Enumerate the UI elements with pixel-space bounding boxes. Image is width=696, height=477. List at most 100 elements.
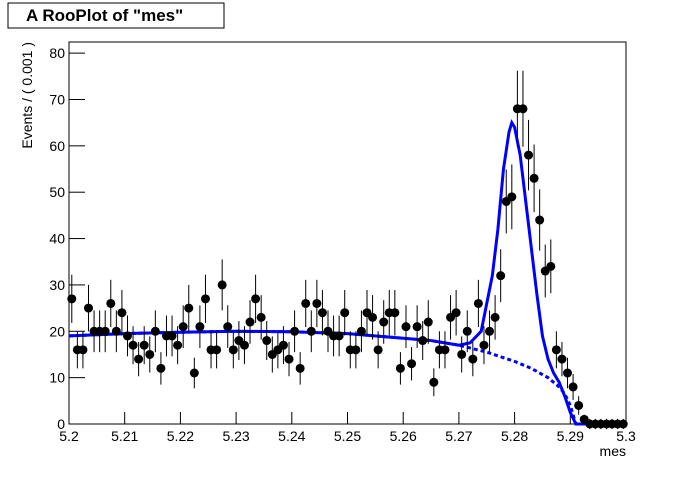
x-tick-label: 5.28	[501, 428, 528, 444]
data-point	[306, 326, 316, 336]
data-point	[239, 340, 249, 350]
data-point	[145, 349, 155, 359]
data-point	[278, 340, 288, 350]
data-point	[128, 340, 138, 350]
x-tick-label: 5.29	[557, 428, 584, 444]
y-tick-label: 20	[49, 323, 65, 339]
data-point	[451, 308, 461, 318]
data-point	[490, 312, 500, 322]
y-tick-label: 0	[57, 416, 65, 432]
data-point	[301, 298, 311, 308]
x-tick-label: 5.21	[111, 428, 138, 444]
data-point	[100, 326, 110, 336]
y-tick-label: 60	[49, 138, 65, 154]
data-point	[139, 340, 149, 350]
data-point	[423, 317, 433, 327]
data-point	[83, 303, 93, 313]
data-point	[557, 354, 567, 364]
data-point	[473, 298, 483, 308]
data-point	[462, 326, 472, 336]
x-tick-label: 5.23	[222, 428, 249, 444]
data-point	[217, 280, 227, 290]
data-point	[78, 345, 88, 355]
x-tick-label: 5.24	[278, 428, 305, 444]
data-point	[412, 322, 422, 332]
data-point	[535, 215, 545, 225]
data-point	[256, 312, 266, 322]
x-tick-label: 5.26	[390, 428, 417, 444]
data-point	[195, 322, 205, 332]
data-point	[262, 336, 272, 346]
data-point	[334, 331, 344, 341]
x-axis-label: mes	[600, 443, 626, 459]
y-tick-label: 10	[49, 370, 65, 386]
x-tick-label: 5.25	[334, 428, 361, 444]
data-point	[563, 368, 573, 378]
chart-title: A RooPlot of "mes"	[26, 6, 183, 25]
data-point	[440, 345, 450, 355]
data-point	[290, 326, 300, 336]
data-point	[251, 294, 261, 304]
data-point	[189, 368, 199, 378]
data-point	[351, 345, 361, 355]
data-point	[228, 345, 238, 355]
x-tick-label: 5.27	[445, 428, 472, 444]
y-tick-label: 80	[49, 45, 65, 61]
y-tick-label: 40	[49, 231, 65, 247]
data-point	[496, 271, 506, 281]
data-point	[507, 192, 517, 202]
data-point	[418, 336, 428, 346]
fit-curve	[68, 329, 626, 426]
data-point	[356, 326, 366, 336]
x-tick-label: 5.22	[167, 428, 194, 444]
data-point	[295, 363, 305, 373]
data-point	[167, 331, 177, 341]
data-point	[429, 377, 439, 387]
data-point	[574, 400, 584, 410]
data-point	[485, 326, 495, 336]
data-point	[156, 363, 166, 373]
data-point	[150, 326, 160, 336]
data-point	[457, 349, 467, 359]
data-point	[479, 340, 489, 350]
data-point	[368, 312, 378, 322]
y-axis-label: Events / ( 0.001 )	[19, 42, 35, 149]
data-point	[117, 308, 127, 318]
data-point	[312, 298, 322, 308]
data-point	[111, 326, 121, 336]
data-point	[178, 322, 188, 332]
data-point	[67, 294, 77, 304]
data-point	[284, 354, 294, 364]
data-point	[317, 308, 327, 318]
data-point	[200, 294, 210, 304]
data-point	[407, 359, 417, 369]
data-point	[524, 150, 534, 160]
data-point	[618, 419, 628, 429]
data-point	[468, 354, 478, 364]
title-box	[7, 2, 225, 29]
data-point	[106, 298, 116, 308]
data-point	[373, 345, 383, 355]
data-point	[395, 363, 405, 373]
data-point	[529, 173, 539, 183]
data-point	[390, 308, 400, 318]
data-point	[122, 331, 132, 341]
data-point	[546, 261, 556, 271]
x-tick-label: 5.3	[616, 428, 636, 444]
data-point	[518, 104, 528, 114]
data-point	[379, 317, 389, 327]
data-point	[184, 303, 194, 313]
data-point	[551, 345, 561, 355]
data-point	[212, 345, 222, 355]
y-tick-label: 50	[49, 184, 65, 200]
data-point	[340, 308, 350, 318]
data-point	[568, 382, 578, 392]
data-point	[401, 322, 411, 332]
data-point	[134, 354, 144, 364]
data-point	[223, 322, 233, 332]
data-point	[173, 340, 183, 350]
y-tick-label: 30	[49, 277, 65, 293]
